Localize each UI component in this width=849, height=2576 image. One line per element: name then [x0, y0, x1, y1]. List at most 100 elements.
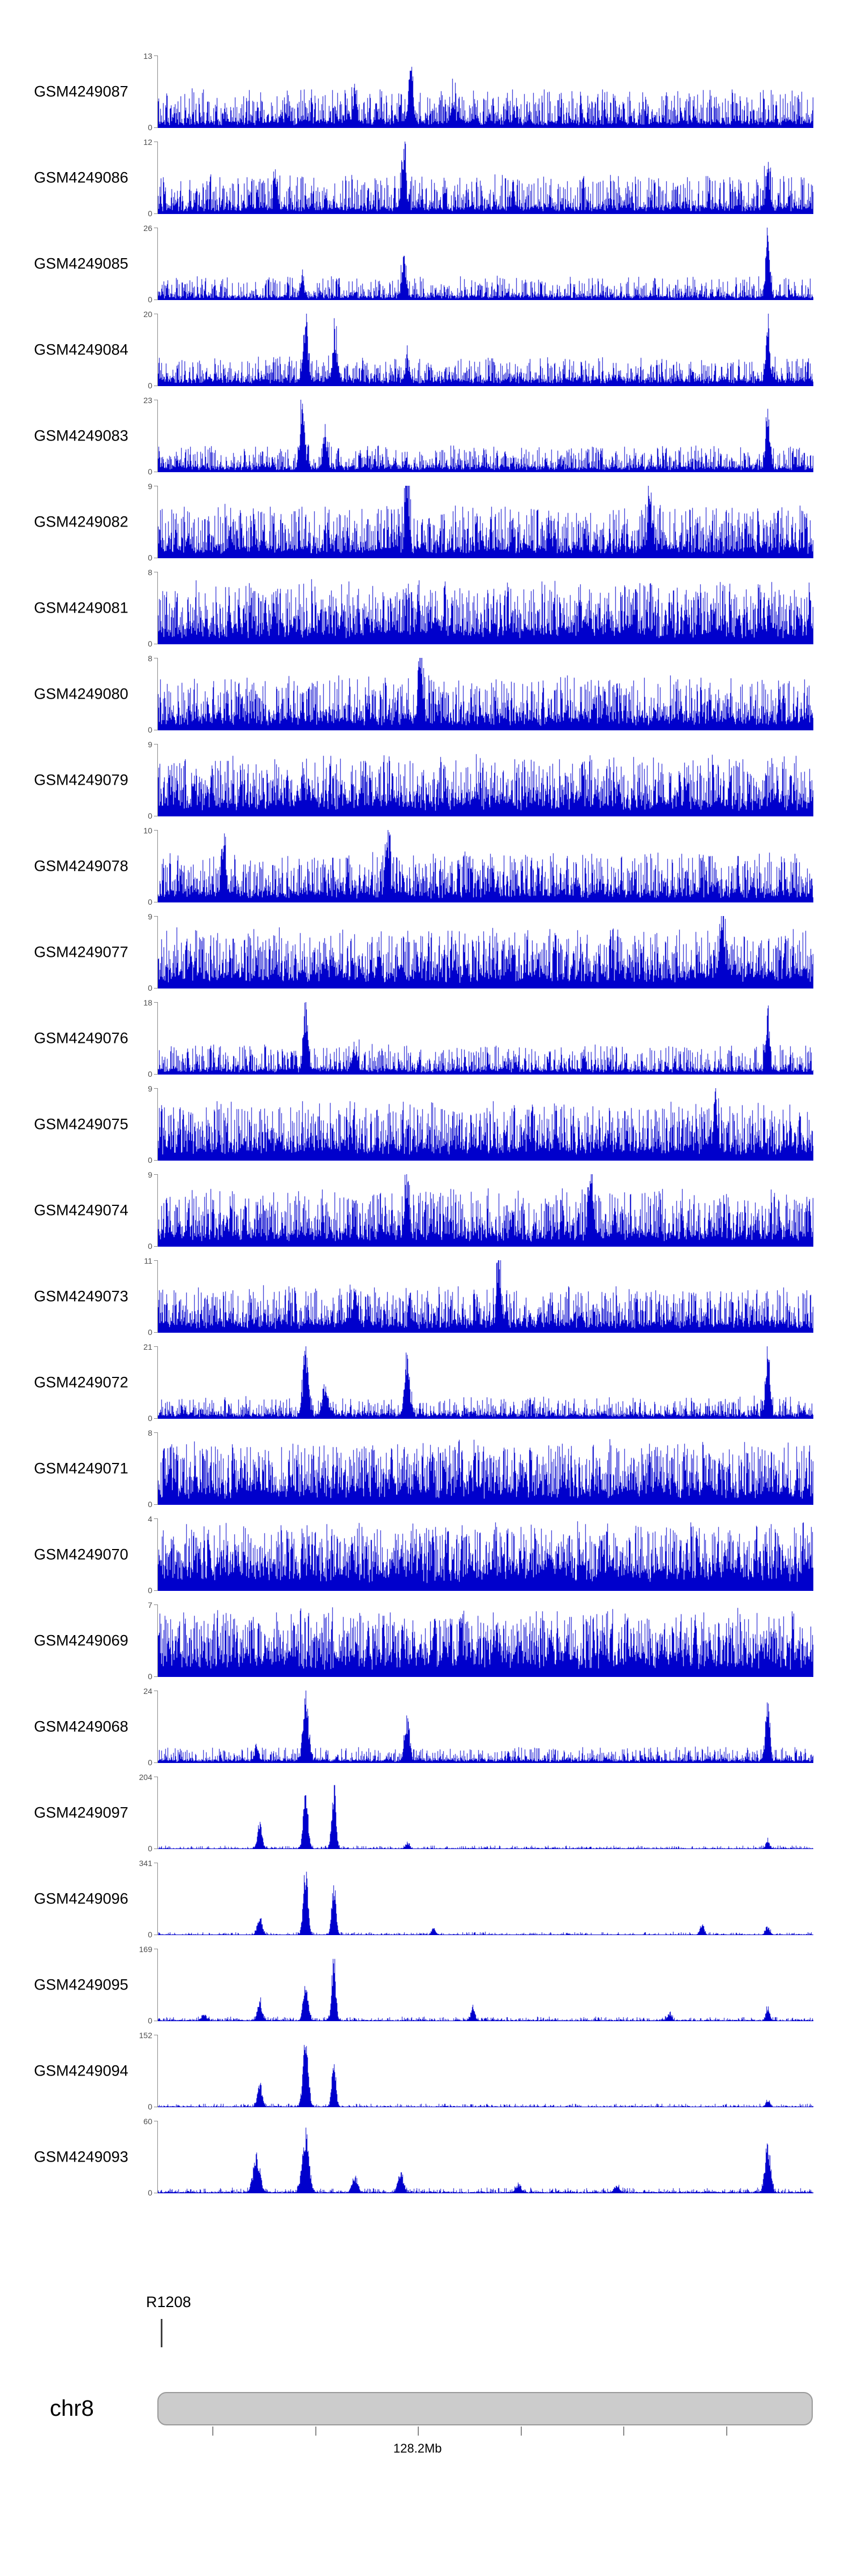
track-label: GSM4249095: [34, 1976, 128, 1993]
track-plot: 9 0: [148, 1084, 813, 1165]
track-label: GSM4249071: [34, 1460, 128, 1477]
track-label: GSM4249068: [34, 1718, 128, 1735]
data-track-row: GSM4249070 4 0: [0, 1512, 849, 1598]
y-axis-min-label: 0: [148, 1156, 152, 1165]
data-track-row: GSM4249082 9 0: [0, 479, 849, 565]
y-axis-min-label: 0: [148, 1586, 152, 1595]
gene-label: R1208: [146, 2293, 191, 2310]
axis-tick: [212, 2427, 214, 2436]
signal-histogram-canvas: [158, 1174, 813, 1247]
track-label: GSM4249076: [34, 1029, 128, 1047]
y-axis-max-label: 204: [139, 1773, 152, 1782]
track-plot: 21 0: [143, 1342, 813, 1423]
y-axis-min-label: 0: [148, 639, 152, 648]
y-axis-min-label: 0: [148, 811, 152, 820]
y-axis-min-label: 0: [148, 295, 152, 304]
y-axis-min-label: 0: [148, 2016, 152, 2025]
y-axis-max-label: 24: [143, 1687, 152, 1696]
track-plot: 152 0: [139, 2031, 813, 2111]
signal-histogram-canvas: [158, 1260, 813, 1333]
data-track-row: GSM4249069 7 0: [0, 1598, 849, 1684]
track-label: GSM4249075: [34, 1115, 128, 1133]
signal-histogram-canvas: [158, 1691, 813, 1763]
data-track-row: GSM4249083 23 0: [0, 393, 849, 479]
track-plot: 341 0: [139, 1859, 813, 1939]
track-label: GSM4249072: [34, 1373, 128, 1391]
y-axis-min-label: 0: [148, 1672, 152, 1681]
y-axis-max-label: 13: [143, 52, 152, 61]
signal-histogram-canvas: [158, 1002, 813, 1075]
y-axis-max-label: 60: [143, 2117, 152, 2126]
y-axis-min-label: 0: [148, 897, 152, 906]
y-axis-min-label: 0: [148, 1758, 152, 1767]
chromosome-bar: [157, 2392, 813, 2425]
track-label: GSM4249086: [34, 169, 128, 186]
track-label: GSM4249081: [34, 599, 128, 617]
y-axis-min-label: 0: [148, 1930, 152, 1939]
axis-tick: [417, 2427, 419, 2436]
position-label: 128.2Mb: [393, 2441, 442, 2455]
track-plot: 169 0: [139, 1945, 813, 2025]
y-axis-max-label: 12: [143, 138, 152, 147]
signal-histogram-canvas: [158, 2035, 813, 2107]
signal-histogram-canvas: [158, 1346, 813, 1419]
axis-tick: [315, 2427, 317, 2436]
y-axis-max-label: 152: [139, 2031, 152, 2040]
track-label: GSM4249074: [34, 1201, 128, 1219]
y-axis-max-label: 4: [148, 1514, 152, 1524]
y-axis-max-label: 11: [144, 1256, 152, 1265]
track-plot: 8 0: [148, 654, 813, 734]
track-label: GSM4249080: [34, 685, 128, 703]
track-label: GSM4249069: [34, 1632, 128, 1649]
data-track-row: GSM4249094 152 0: [0, 2028, 849, 2114]
y-axis-max-label: 9: [148, 740, 152, 749]
y-axis-min-label: 0: [148, 467, 152, 476]
track-label: GSM4249094: [34, 2062, 128, 2079]
data-track-row: GSM4249073 11 0: [0, 1253, 849, 1340]
track-label: GSM4249079: [34, 771, 128, 789]
y-axis-max-label: 10: [143, 826, 152, 835]
data-track-row: GSM4249097 204 0: [0, 1770, 849, 1856]
track-plot: 4 0: [148, 1514, 813, 1595]
signal-histogram-canvas: [158, 1088, 813, 1161]
track-label: GSM4249093: [34, 2148, 128, 2166]
signal-histogram-canvas: [158, 314, 813, 386]
track-plot: 8 0: [148, 568, 813, 648]
data-track-row: GSM4249087 13 0: [0, 49, 849, 135]
gene-annotation-track: R1208: [0, 2200, 849, 2353]
y-axis-min-label: 0: [148, 1069, 152, 1079]
track-plot: 8 0: [148, 1428, 813, 1509]
signal-histogram-canvas: [158, 830, 813, 902]
y-axis-min-label: 0: [148, 2188, 152, 2197]
track-plot: 23 0: [143, 396, 813, 476]
y-axis-max-label: 8: [148, 654, 152, 663]
y-axis-max-label: 8: [148, 1428, 152, 1437]
y-axis-min-label: 0: [148, 209, 152, 218]
data-track-row: GSM4249075 9 0: [0, 1081, 849, 1167]
track-label: GSM4249082: [34, 513, 128, 530]
signal-histogram-canvas: [158, 55, 813, 128]
data-track-row: GSM4249076 18 0: [0, 995, 849, 1081]
data-track-row: GSM4249077 9 0: [0, 909, 849, 995]
axis-tick: [726, 2427, 728, 2436]
y-axis-min-label: 0: [148, 983, 152, 992]
track-label: GSM4249084: [34, 341, 128, 358]
data-track-row: GSM4249078 10 0: [0, 823, 849, 909]
track-label: GSM4249083: [34, 427, 128, 444]
data-track-row: GSM4249080 8 0: [0, 651, 849, 737]
signal-histogram-canvas: [158, 744, 813, 816]
track-plot: 9 0: [148, 912, 813, 992]
signal-histogram-canvas: [158, 142, 813, 214]
track-plot: 20 0: [143, 310, 813, 390]
signal-histogram-canvas: [158, 1432, 813, 1505]
track-plot: 13 0: [143, 52, 813, 132]
chromosome-name: chr8: [50, 2396, 94, 2421]
track-plot: 18 0: [143, 998, 813, 1079]
signal-histogram-canvas: [158, 1518, 813, 1591]
signal-histogram-canvas: [158, 1863, 813, 1935]
y-axis-min-label: 0: [148, 381, 152, 390]
track-label: GSM4249070: [34, 1546, 128, 1563]
y-axis-max-label: 8: [148, 568, 152, 577]
track-label: GSM4249096: [34, 1890, 128, 1907]
